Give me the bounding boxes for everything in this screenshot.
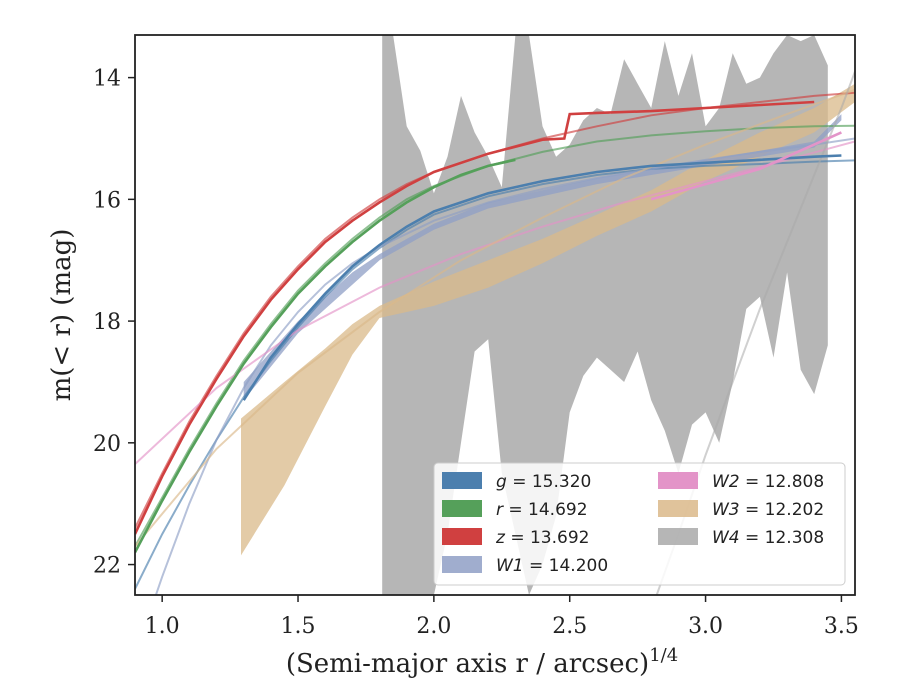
legend-swatch-w2 [658,472,698,489]
models-layer [135,71,855,595]
x-axis-label: (Semi-major axis r / arcsec)1/4 [286,645,678,679]
series-model-w1 [154,137,855,595]
legend-frame [433,462,846,586]
plot-frame [134,34,856,596]
x-tick-label: 3.5 [824,614,859,639]
y-tick-label: 16 [93,188,121,213]
y-axis-label: m(< r) (mag) [47,229,77,402]
legend-swatch-g [442,472,482,489]
legend-label-w1: W1 = 14.200 [496,556,608,576]
y-tick-label: 14 [93,67,121,92]
series-band-w3 [241,83,855,556]
x-axis-ticks: 1.0 1.5 2.0 2.5 3.0 3.5 [145,595,859,639]
y-tick-label: 22 [93,554,121,579]
x-tick-label: 2.5 [552,614,587,639]
legend-label-g: g = 15.320 [496,472,591,492]
x-axis-label-main: (Semi-major axis r / arcsec) [286,649,649,679]
series-line-z [135,100,815,535]
series-model-w3 [135,88,855,547]
series-line-r [135,158,516,554]
legend-label-z: z = 13.692 [495,528,589,548]
legend-swatch-w3 [658,500,698,517]
legend-label-w2: W2 = 12.808 [712,472,824,492]
legend-label-w4: W4 = 12.308 [712,528,824,548]
legend-label-w3: W3 = 12.202 [712,500,824,520]
y-tick-label: 20 [93,432,121,457]
y-axis-ticks: 14 16 18 20 22 [93,67,135,579]
series-model-r [135,124,855,547]
legend: g = 15.320 r = 14.692 z = 13.692 W1 = 14.20… [433,462,846,586]
series-line-w2 [650,131,842,201]
y-tick-label: 18 [93,310,121,335]
x-tick-label: 2.0 [416,614,451,639]
legend-swatch-z [442,528,482,545]
data-layer [135,100,842,554]
legend-label-r: r = 14.692 [496,500,588,520]
legend-swatch-w1 [442,556,482,573]
legend-swatch-r [442,500,482,517]
x-tick-label: 1.5 [281,614,316,639]
legend-swatch-w4 [658,528,698,545]
x-tick-label: 1.0 [145,614,180,639]
x-tick-label: 3.0 [688,614,723,639]
series-line-g [242,154,842,401]
bands-layer [241,35,855,595]
x-axis-label-superscript: 1/4 [649,645,678,666]
series-model-w2 [135,140,855,465]
